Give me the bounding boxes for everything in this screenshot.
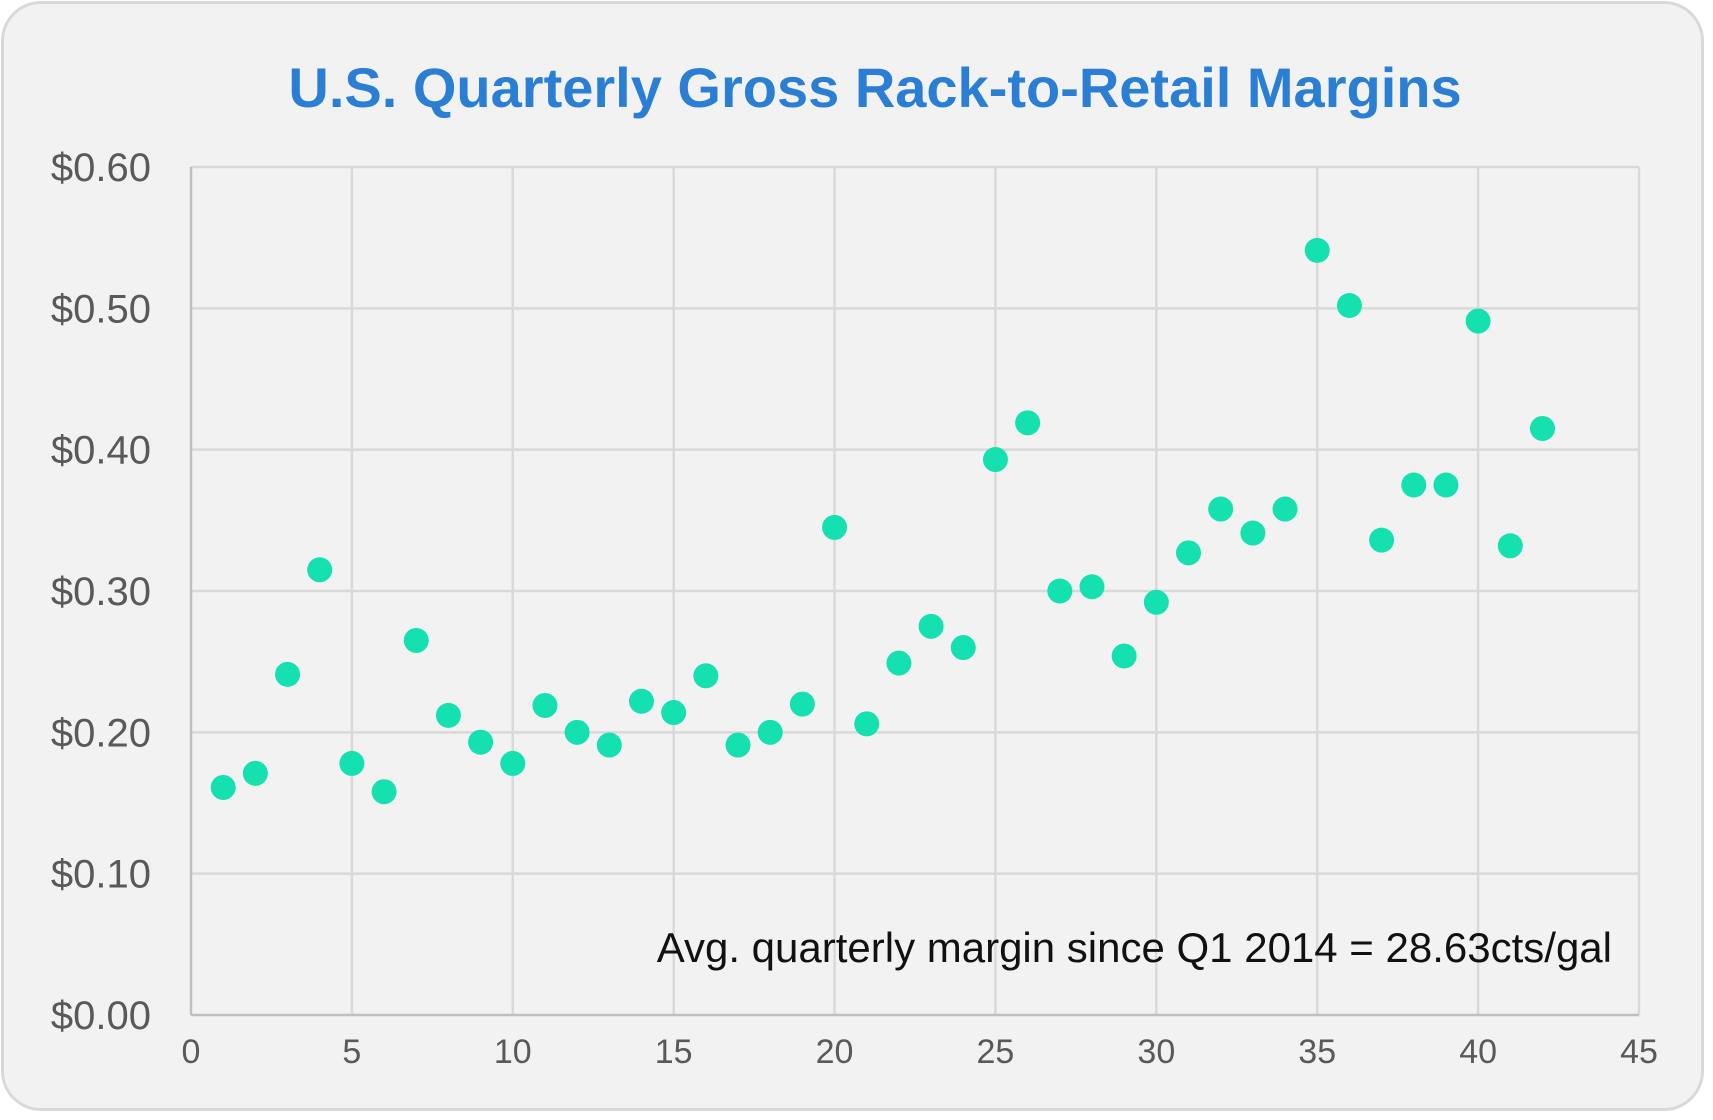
x-tick-label: 15	[655, 1033, 693, 1071]
data-point	[886, 650, 912, 676]
data-point	[307, 557, 333, 583]
x-tick-label: 10	[494, 1033, 532, 1071]
y-tick-label: $0.20	[51, 711, 151, 755]
data-point	[1015, 410, 1041, 436]
data-points	[210, 237, 1555, 805]
data-point	[403, 627, 429, 653]
x-tick-label: 30	[1137, 1033, 1175, 1071]
data-point	[435, 702, 461, 728]
x-tick-label: 40	[1459, 1033, 1497, 1071]
data-point	[1401, 472, 1427, 498]
x-tick-label: 35	[1298, 1033, 1336, 1071]
data-point	[982, 447, 1008, 473]
y-tick-label: $0.60	[51, 146, 151, 190]
data-point	[661, 700, 687, 726]
data-point	[1079, 574, 1105, 600]
y-tick-label: $0.40	[51, 429, 151, 473]
chart-title: U.S. Quarterly Gross Rack-to-Retail Marg…	[288, 56, 1461, 119]
data-point	[725, 732, 751, 758]
x-tick-labels: 0 5 10 15 20 25 30 35 40 45	[182, 1033, 1658, 1071]
data-point	[1529, 415, 1555, 441]
data-point	[1369, 527, 1395, 553]
data-point	[1176, 540, 1202, 566]
data-point	[500, 750, 526, 776]
data-point	[1465, 308, 1491, 334]
y-tick-labels: $0.00 $0.10 $0.20 $0.30 $0.40 $0.50 $0.60	[51, 146, 151, 1038]
data-point	[1433, 472, 1459, 498]
data-point	[1497, 533, 1523, 559]
data-point	[564, 719, 590, 745]
x-tick-label: 20	[816, 1033, 854, 1071]
data-point	[532, 692, 558, 718]
y-tick-label: $0.50	[51, 287, 151, 331]
data-point	[1304, 237, 1330, 263]
data-point	[210, 774, 236, 800]
y-tick-label: $0.00	[51, 994, 151, 1038]
data-point	[693, 663, 719, 689]
data-point	[1208, 496, 1234, 522]
average-annotation: Avg. quarterly margin since Q1 2014 = 28…	[657, 924, 1612, 971]
data-point	[275, 661, 301, 687]
y-tick-label: $0.10	[51, 853, 151, 897]
data-point	[1272, 496, 1298, 522]
data-point	[854, 711, 880, 737]
data-point	[339, 750, 365, 776]
x-tick-label: 5	[342, 1033, 361, 1071]
y-tick-label: $0.30	[51, 570, 151, 614]
x-tick-label: 45	[1620, 1033, 1658, 1071]
data-point	[1143, 589, 1169, 615]
x-tick-label: 0	[182, 1033, 201, 1071]
data-point	[1336, 293, 1362, 319]
data-point	[789, 691, 815, 717]
data-point	[468, 729, 494, 755]
data-point	[1047, 578, 1073, 604]
data-point	[242, 760, 268, 786]
data-point	[950, 635, 976, 661]
data-point	[1240, 520, 1266, 546]
data-point	[918, 613, 944, 639]
data-point	[371, 779, 397, 805]
data-point	[822, 514, 848, 540]
data-point	[757, 719, 783, 745]
data-point	[596, 732, 622, 758]
x-tick-label: 25	[977, 1033, 1015, 1071]
data-point	[628, 688, 654, 714]
axes	[189, 167, 1639, 1017]
data-point	[1111, 643, 1137, 669]
grid-lines	[191, 165, 1641, 1015]
